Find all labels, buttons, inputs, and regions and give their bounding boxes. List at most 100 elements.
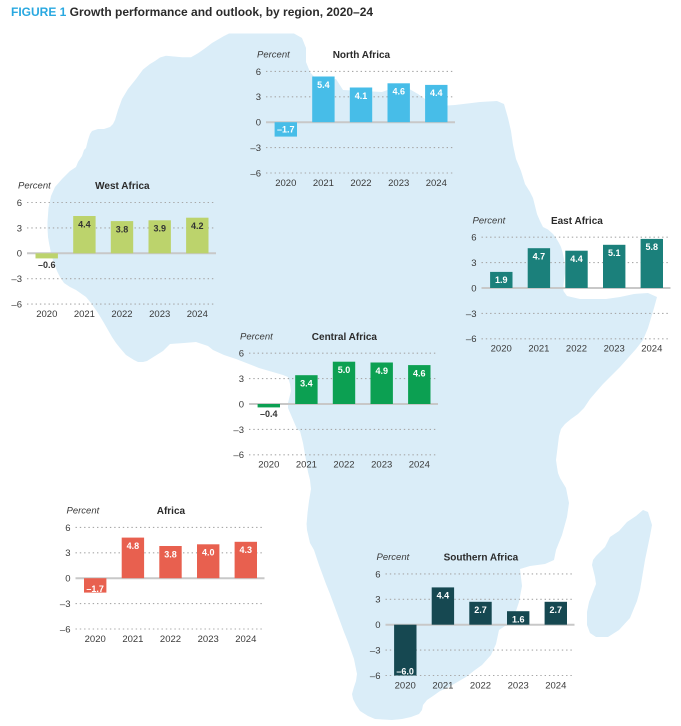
svg-text:Central Africa: Central Africa: [312, 332, 378, 343]
svg-text:2020: 2020: [395, 680, 416, 691]
svg-text:2021: 2021: [74, 309, 95, 320]
svg-text:5.1: 5.1: [608, 248, 621, 258]
svg-text:1.6: 1.6: [512, 615, 525, 625]
svg-text:2021: 2021: [432, 680, 453, 691]
svg-text:6: 6: [256, 67, 261, 78]
svg-text:–6: –6: [11, 300, 22, 311]
svg-text:2024: 2024: [409, 460, 430, 471]
svg-text:0: 0: [256, 118, 261, 129]
svg-text:2023: 2023: [388, 178, 409, 189]
svg-text:–3: –3: [11, 274, 22, 285]
svg-text:Percent: Percent: [473, 215, 506, 226]
svg-text:–1.7: –1.7: [277, 125, 295, 135]
svg-text:4.6: 4.6: [413, 368, 426, 378]
svg-text:2022: 2022: [111, 309, 132, 320]
svg-text:0: 0: [65, 574, 70, 585]
svg-text:Percent: Percent: [18, 181, 51, 192]
svg-text:2023: 2023: [149, 309, 170, 320]
svg-text:2024: 2024: [641, 344, 662, 355]
svg-text:5.0: 5.0: [338, 365, 351, 375]
svg-text:2023: 2023: [371, 460, 392, 471]
svg-text:6: 6: [375, 569, 380, 580]
svg-text:4.9: 4.9: [375, 366, 388, 376]
svg-text:4.0: 4.0: [202, 548, 215, 558]
svg-text:3.4: 3.4: [300, 379, 313, 389]
svg-text:2022: 2022: [350, 178, 371, 189]
svg-text:6: 6: [471, 233, 476, 244]
svg-text:6: 6: [17, 198, 22, 209]
svg-text:4.2: 4.2: [191, 221, 204, 231]
svg-text:2023: 2023: [604, 344, 625, 355]
svg-text:West Africa: West Africa: [95, 181, 150, 192]
svg-text:–3: –3: [370, 646, 381, 657]
svg-text:3: 3: [256, 92, 261, 103]
svg-text:2024: 2024: [187, 309, 208, 320]
svg-text:Percent: Percent: [240, 331, 273, 342]
svg-text:–6: –6: [233, 450, 244, 461]
svg-text:2023: 2023: [198, 634, 219, 645]
svg-text:–0.6: –0.6: [38, 260, 56, 270]
svg-text:Percent: Percent: [257, 50, 290, 61]
svg-text:Southern Africa: Southern Africa: [444, 553, 519, 564]
svg-text:2023: 2023: [508, 680, 529, 691]
svg-text:Africa: Africa: [157, 506, 186, 517]
svg-text:–6: –6: [466, 334, 477, 345]
svg-text:2024: 2024: [235, 634, 256, 645]
svg-text:2022: 2022: [333, 460, 354, 471]
svg-text:2020: 2020: [275, 178, 296, 189]
svg-text:2020: 2020: [36, 309, 57, 320]
svg-text:–6: –6: [370, 671, 381, 682]
svg-text:3: 3: [239, 374, 244, 385]
svg-text:3: 3: [17, 223, 22, 234]
svg-text:5.4: 5.4: [317, 80, 330, 90]
svg-text:2.7: 2.7: [550, 605, 563, 615]
svg-text:2021: 2021: [122, 634, 143, 645]
svg-text:3.8: 3.8: [164, 549, 177, 559]
svg-text:–0.4: –0.4: [260, 409, 278, 419]
svg-text:–6: –6: [250, 168, 261, 179]
svg-text:Percent: Percent: [377, 552, 410, 563]
svg-text:–3: –3: [233, 425, 244, 436]
svg-text:2024: 2024: [426, 178, 447, 189]
svg-text:–3: –3: [250, 143, 261, 154]
svg-text:4.4: 4.4: [430, 88, 443, 98]
svg-text:3: 3: [65, 548, 70, 559]
svg-text:–1.7: –1.7: [86, 584, 104, 594]
svg-text:–3: –3: [466, 309, 477, 320]
svg-text:3.8: 3.8: [116, 224, 129, 234]
svg-text:4.7: 4.7: [533, 252, 546, 262]
svg-text:0: 0: [471, 283, 476, 294]
svg-text:–6.0: –6.0: [396, 667, 414, 677]
svg-text:Percent: Percent: [67, 506, 100, 517]
svg-text:3.9: 3.9: [153, 224, 166, 234]
svg-text:2020: 2020: [85, 634, 106, 645]
svg-text:6: 6: [65, 523, 70, 534]
svg-text:0: 0: [239, 399, 244, 410]
svg-text:–6: –6: [60, 624, 71, 635]
svg-text:0: 0: [17, 249, 22, 260]
svg-text:5.8: 5.8: [646, 242, 659, 252]
svg-text:4.4: 4.4: [78, 219, 91, 229]
svg-text:2020: 2020: [258, 460, 279, 471]
svg-text:–3: –3: [60, 599, 71, 610]
svg-text:2020: 2020: [491, 344, 512, 355]
svg-text:4.3: 4.3: [240, 545, 253, 555]
svg-text:1.9: 1.9: [495, 275, 508, 285]
svg-text:2022: 2022: [160, 634, 181, 645]
svg-text:0: 0: [375, 620, 380, 631]
svg-text:2.7: 2.7: [474, 605, 487, 615]
svg-text:2021: 2021: [313, 178, 334, 189]
svg-text:6: 6: [239, 349, 244, 360]
svg-text:2022: 2022: [470, 680, 491, 691]
svg-text:4.6: 4.6: [392, 87, 405, 97]
svg-text:4.1: 4.1: [355, 91, 368, 101]
svg-text:3: 3: [471, 258, 476, 269]
svg-text:4.4: 4.4: [437, 591, 450, 601]
svg-text:North Africa: North Africa: [333, 50, 391, 61]
svg-text:2022: 2022: [566, 344, 587, 355]
svg-text:4.8: 4.8: [127, 541, 140, 551]
svg-text:2021: 2021: [528, 344, 549, 355]
svg-text:3: 3: [375, 595, 380, 606]
svg-text:East Africa: East Africa: [551, 216, 603, 227]
svg-text:4.4: 4.4: [570, 254, 583, 264]
